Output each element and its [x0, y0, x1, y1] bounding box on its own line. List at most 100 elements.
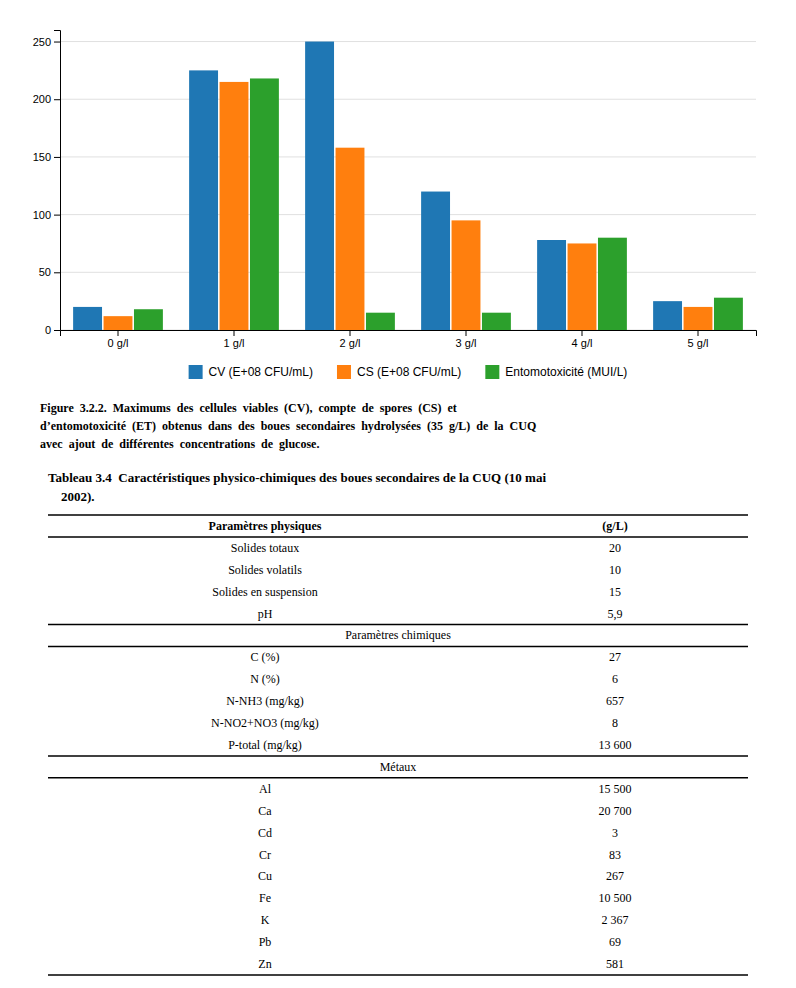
table-cell: pH: [258, 607, 273, 621]
table-cell: Cu: [258, 869, 272, 883]
bar-series: [104, 82, 713, 330]
tick-mark: [698, 330, 699, 336]
table-cell: 10: [609, 563, 621, 577]
legend-item: CV (E+08 CFU/mL): [189, 365, 313, 379]
bar: [366, 313, 395, 330]
bar: [336, 148, 365, 330]
table-cell: N-NH3 (mg/kg): [226, 694, 304, 708]
tick: 0 g/l: [108, 330, 129, 349]
y-axis: 050100150200250: [33, 31, 61, 337]
bar: [598, 238, 627, 330]
table-cell: 581: [606, 957, 624, 971]
table-rule: [48, 514, 748, 516]
table-cell: (g/L): [602, 519, 627, 533]
legend-swatch: [337, 365, 351, 379]
table-title: Tableau 3.4 Caractéristiques physico-chi…: [48, 470, 546, 485]
tick-mark: [234, 330, 235, 336]
bar-series: [134, 78, 743, 330]
tick-label: 50: [39, 266, 51, 278]
table-cell: N (%): [250, 672, 280, 686]
table-cell: Al: [259, 782, 272, 796]
legend-swatch: [485, 365, 499, 379]
tick-label: 150: [33, 151, 51, 163]
table-cell: Pb: [259, 935, 272, 949]
legend-label: Entomotoxicité (MUI/L): [505, 365, 627, 379]
table-cell: 657: [606, 694, 624, 708]
table-cell: 20 700: [599, 804, 632, 818]
bar: [653, 301, 682, 330]
tick: 4 g/l: [572, 330, 593, 349]
table-rule: [48, 624, 748, 626]
bar: [220, 82, 249, 330]
axis-line: [61, 331, 757, 337]
table-cell: 20: [609, 541, 621, 555]
tick-label: 5 g/l: [688, 337, 709, 349]
table-cell: N-NO2+NO3 (mg/kg): [211, 716, 319, 730]
tick-mark: [54, 215, 60, 216]
tick-mark: [582, 330, 583, 336]
tick-mark: [54, 330, 60, 331]
tick-label: 0: [45, 324, 51, 336]
tick-mark: [54, 157, 60, 158]
table-cell: Solides volatils: [228, 563, 302, 577]
bar: [73, 307, 102, 330]
bars: [73, 42, 743, 330]
table-rule: [48, 646, 748, 648]
page: 0501001502002500 g/l1 g/l2 g/l3 g/l4 g/l…: [0, 0, 796, 988]
tick: 0: [45, 324, 60, 336]
bar: [250, 78, 279, 330]
table-cell: Paramètres chimiques: [345, 628, 451, 642]
legend-item: Entomotoxicité (MUI/L): [485, 365, 627, 379]
bar: [714, 298, 743, 330]
caption: Figure 3.2.2. Maximums des cellules viab…: [40, 401, 457, 415]
grid-line: [60, 156, 756, 157]
table-cell: 15 500: [599, 782, 632, 796]
table-title: 2002).: [48, 489, 95, 504]
table-cell: Solides en suspension: [212, 585, 317, 599]
tick-label: 250: [33, 36, 51, 48]
tick: 1 g/l: [224, 330, 245, 349]
table-cell: 83: [609, 848, 621, 862]
tick: 150: [33, 151, 60, 163]
table-cell: 8: [612, 716, 618, 730]
table-cell: 27: [609, 650, 621, 664]
x-axis: 0 g/l 1 g/l 2 g/l 3 g/l 4 g/l 5 g/l: [61, 330, 757, 349]
table-rule: [48, 974, 748, 976]
table-cell: Cr: [259, 848, 271, 862]
table-cell: 2 367: [602, 913, 629, 927]
grid-line: [60, 41, 756, 42]
tick-label: 1 g/l: [224, 337, 245, 349]
tick-label: 3 g/l: [456, 337, 477, 349]
table-cell: Solides totaux: [231, 541, 299, 555]
table-cell: Fe: [259, 891, 271, 905]
table-rule: [48, 777, 748, 779]
chart: 0501001502002500 g/l1 g/l2 g/l3 g/l4 g/l…: [33, 31, 757, 349]
tick: 100: [33, 209, 60, 221]
axis-line: [54, 31, 61, 331]
tick-label: 4 g/l: [572, 337, 593, 349]
grid-line: [60, 214, 756, 215]
tick-label: 2 g/l: [340, 337, 361, 349]
table-rule: [48, 536, 748, 538]
grid-line: [60, 99, 756, 100]
grid: [60, 42, 756, 330]
table-cell: 10 500: [599, 891, 632, 905]
tick-mark: [350, 330, 351, 336]
tick-mark: [118, 330, 119, 336]
table-cell: Métaux: [380, 760, 417, 774]
table-cell: 15: [609, 585, 621, 599]
bar: [189, 70, 218, 330]
tick: 2 g/l: [340, 330, 361, 349]
bar: [537, 240, 566, 330]
legend-item: CS (E+08 CFU/mL): [337, 365, 461, 379]
table-cell: 6: [612, 672, 618, 686]
tick: 50: [39, 266, 60, 278]
bar: [421, 192, 450, 330]
table: Paramètres physiques(g/L)Solides totaux2…: [48, 515, 748, 975]
caption: avec ajout de différentes concentrations…: [40, 437, 319, 451]
tick-mark: [54, 42, 60, 43]
tick-mark: [54, 272, 60, 273]
grid-line: [60, 272, 756, 273]
bar: [568, 243, 597, 330]
tick-mark: [466, 330, 467, 336]
